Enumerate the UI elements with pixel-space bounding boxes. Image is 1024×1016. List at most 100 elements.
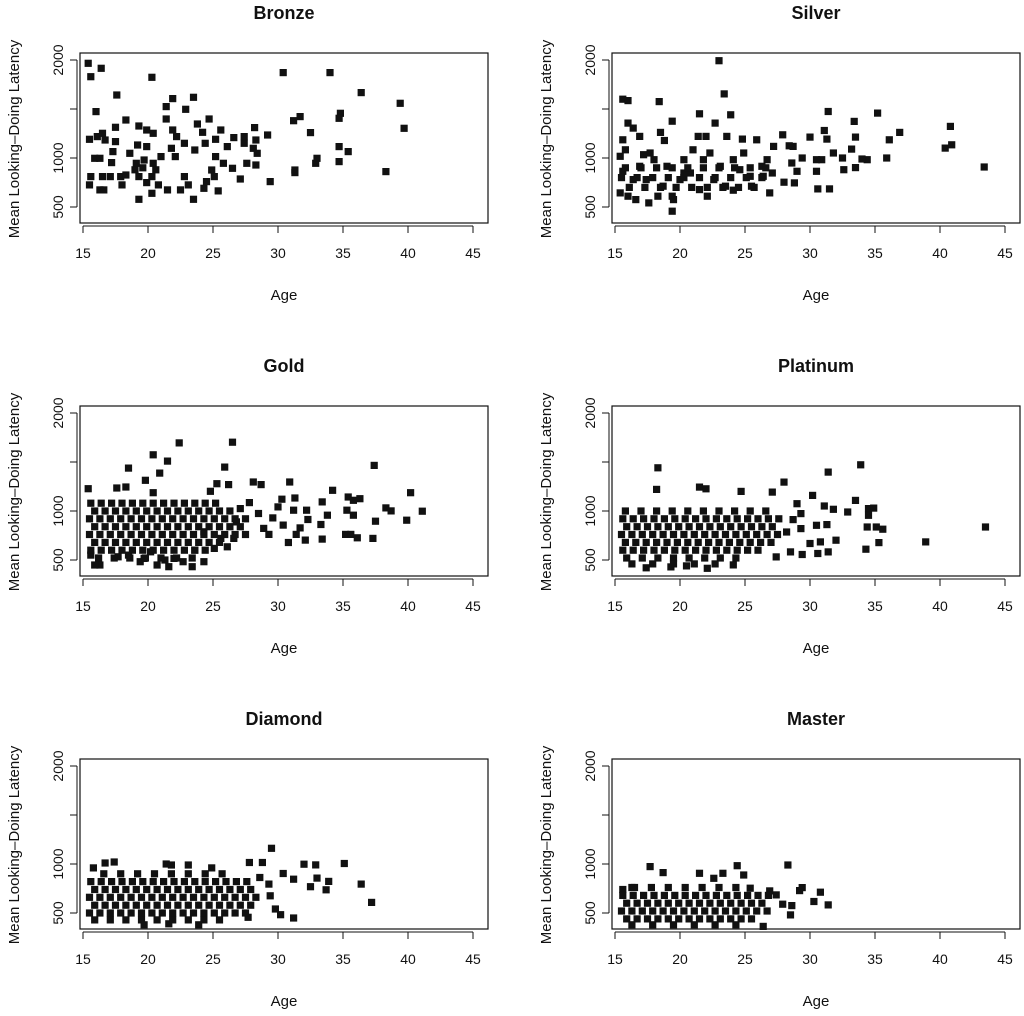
data-point — [798, 884, 806, 892]
data-point — [214, 187, 222, 195]
data-point — [879, 525, 887, 533]
panel-master: Master 15 20 25 30 35 40 45 500 1000 2000 Age Mean L… — [538, 709, 1021, 1010]
panel-title: Diamond — [245, 709, 322, 729]
data-point — [163, 523, 172, 531]
data-point — [96, 909, 104, 917]
data-point — [210, 530, 218, 539]
x-tick-label: 40 — [932, 598, 948, 614]
panel-gold: Gold 15 20 25 30 35 40 45 500 1000 2000 Age Mean Loo… — [6, 356, 489, 657]
data-point — [649, 907, 657, 915]
data-point — [650, 546, 658, 554]
data-point — [200, 916, 208, 924]
data-point — [180, 878, 188, 886]
data-point — [127, 515, 135, 523]
data-point — [91, 523, 99, 531]
data-point — [101, 507, 109, 515]
data-point — [200, 909, 208, 917]
x-axis-label: Age — [803, 287, 830, 304]
data-point — [823, 521, 831, 529]
data-point — [742, 174, 750, 182]
data-point — [143, 523, 151, 531]
y-axis-label: Mean Looking–Doing Latency — [538, 745, 555, 944]
data-point — [633, 174, 641, 182]
data-point — [382, 168, 390, 176]
data-point — [137, 916, 146, 924]
data-point — [335, 114, 343, 122]
data-point — [656, 128, 665, 136]
data-point — [775, 515, 783, 523]
data-point — [692, 546, 700, 554]
data-point — [723, 891, 731, 899]
data-point — [108, 159, 116, 167]
data-point — [101, 538, 109, 546]
data-point — [122, 901, 130, 909]
data-point — [189, 515, 198, 523]
data-point — [189, 893, 198, 901]
data-point — [727, 523, 735, 531]
data-point — [245, 499, 253, 507]
data-point — [698, 883, 706, 892]
y-tick-label: 1000 — [50, 848, 66, 879]
data-point — [746, 884, 754, 892]
data-point — [173, 133, 181, 141]
data-point — [274, 503, 282, 511]
data-point — [230, 534, 238, 542]
data-point — [117, 173, 125, 181]
data-point — [786, 911, 795, 919]
data-point — [737, 899, 745, 907]
data-point — [823, 135, 831, 143]
data-point — [101, 136, 109, 144]
data-point — [682, 562, 691, 570]
data-point — [128, 878, 136, 886]
data-point — [290, 117, 298, 125]
data-point — [153, 885, 161, 894]
data-point — [715, 538, 723, 546]
data-point — [864, 511, 873, 519]
data-point — [85, 893, 94, 901]
data-point — [84, 59, 92, 67]
data-point — [195, 507, 203, 515]
data-point — [143, 507, 151, 515]
data-point — [617, 174, 626, 182]
data-point — [117, 530, 125, 539]
data-point — [108, 878, 116, 886]
data-point — [699, 164, 707, 172]
x-tick-label: 45 — [997, 951, 1013, 967]
data-point — [685, 523, 693, 531]
data-point — [253, 149, 261, 157]
data-point — [638, 530, 646, 539]
data-points — [617, 461, 990, 572]
data-point — [675, 523, 683, 531]
panel-silver: Silver 15 20 25 30 35 40 45 500 1000 2000 Age Mean L… — [538, 3, 1021, 304]
x-tick-label: 20 — [140, 951, 156, 967]
data-point — [617, 907, 626, 915]
plot-frame — [79, 52, 489, 224]
data-point — [851, 496, 860, 504]
data-point — [96, 186, 104, 194]
data-point — [763, 156, 771, 164]
data-point — [140, 921, 148, 929]
data-point — [277, 911, 285, 919]
data-point — [746, 538, 754, 546]
data-point — [303, 506, 311, 514]
x-tick-label: 15 — [75, 951, 91, 967]
data-point — [149, 546, 157, 554]
data-point — [221, 530, 229, 539]
data-point — [210, 515, 218, 523]
data-point — [640, 546, 648, 554]
data-point — [176, 186, 185, 194]
data-point — [170, 546, 178, 554]
x-tick-label: 40 — [932, 245, 948, 261]
x-tick-label: 35 — [867, 598, 883, 614]
data-point — [669, 907, 678, 915]
data-point — [188, 563, 196, 571]
data-point — [226, 507, 234, 515]
panel-title: Master — [787, 709, 845, 729]
data-point — [711, 174, 719, 182]
data-point — [684, 164, 692, 172]
data-point — [629, 176, 637, 184]
data-point — [184, 885, 192, 894]
data-point — [701, 907, 709, 915]
data-point — [205, 507, 213, 515]
data-point — [252, 893, 260, 901]
